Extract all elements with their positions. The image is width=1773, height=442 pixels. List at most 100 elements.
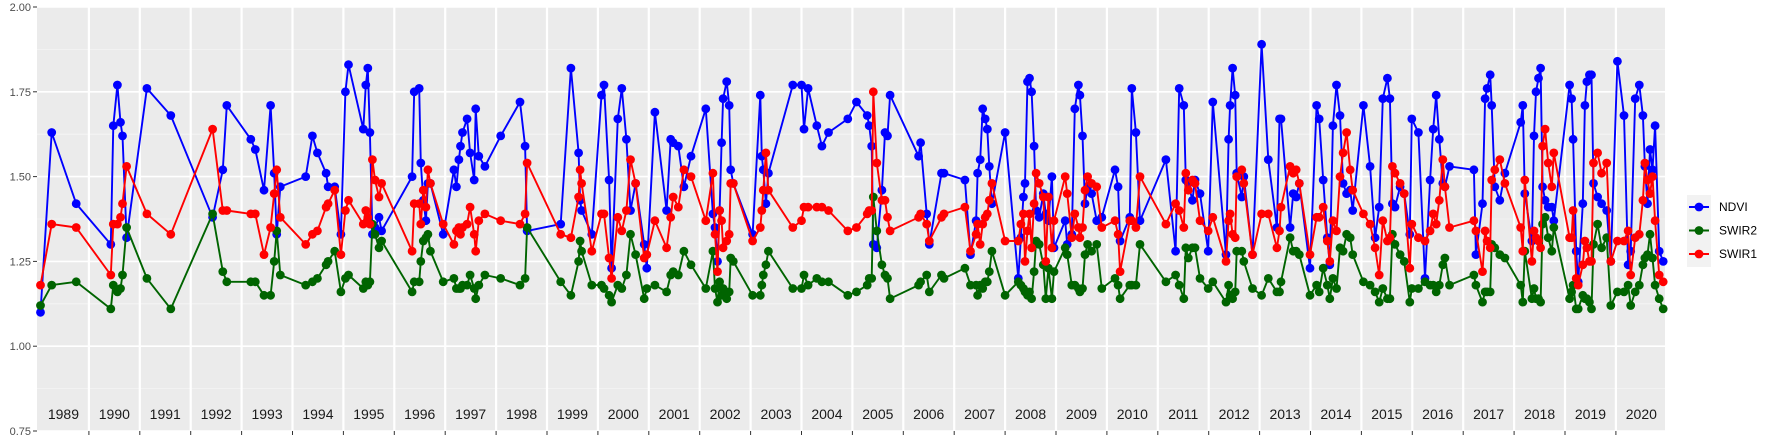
data-point-swir2 xyxy=(108,280,118,290)
data-point-ndvi xyxy=(1648,165,1657,175)
data-point-ndvi xyxy=(407,172,417,182)
data-point-swir1 xyxy=(626,155,635,165)
data-point-swir1 xyxy=(1044,192,1053,202)
data-point-swir1 xyxy=(650,216,660,226)
data-point-swir2 xyxy=(982,277,992,287)
data-point-ndvi xyxy=(1587,70,1596,80)
data-point-swir1 xyxy=(1529,226,1539,236)
data-point-ndvi xyxy=(978,104,988,114)
data-point-ndvi xyxy=(515,97,525,107)
data-point-swir1 xyxy=(1225,209,1235,219)
data-point-ndvi xyxy=(118,131,127,141)
data-point-swir2 xyxy=(679,246,689,256)
data-point-swir1 xyxy=(1135,172,1145,182)
data-point-ndvi xyxy=(1374,202,1384,212)
data-point-swir2 xyxy=(577,246,586,256)
data-point-swir1 xyxy=(987,179,997,188)
data-point-swir1 xyxy=(370,175,380,185)
legend-key-point xyxy=(1694,249,1704,259)
data-point-swir1 xyxy=(1183,185,1193,195)
data-point-swir2 xyxy=(724,287,734,297)
data-point-swir1 xyxy=(1080,185,1090,195)
data-point-swir1 xyxy=(1597,168,1606,178)
data-point-ndvi xyxy=(47,128,57,137)
data-point-swir2 xyxy=(1348,250,1358,259)
data-point-swir1 xyxy=(407,246,417,256)
data-point-ndvi xyxy=(1291,192,1301,202)
data-point-ndvi xyxy=(788,80,798,90)
data-point-swir2 xyxy=(465,270,475,280)
data-point-ndvi xyxy=(1078,131,1087,141)
data-point-swir2 xyxy=(862,280,872,290)
data-point-swir1 xyxy=(377,179,386,188)
data-point-swir2 xyxy=(426,246,435,256)
data-point-swir1 xyxy=(607,274,616,283)
data-point-swir1 xyxy=(414,199,424,209)
data-point-ndvi xyxy=(803,84,813,93)
y-tick-label: 1.75 xyxy=(10,87,31,99)
data-point-swir1 xyxy=(701,216,711,226)
data-point-ndvi xyxy=(1495,195,1505,205)
x-axis xyxy=(88,431,1617,435)
data-point-swir2 xyxy=(713,297,722,307)
year-label: 1998 xyxy=(506,406,537,422)
data-point-swir2 xyxy=(1083,240,1092,249)
data-point-ndvi xyxy=(1000,128,1010,137)
data-point-swir2 xyxy=(1087,246,1096,256)
legend-item-swir1: SWIR1 xyxy=(1689,247,1757,261)
data-point-swir1 xyxy=(1019,209,1028,219)
data-point-swir1 xyxy=(1083,172,1092,182)
data-point-swir2 xyxy=(1228,294,1237,304)
y-tick-label: 1.50 xyxy=(10,172,31,184)
data-point-swir1 xyxy=(710,229,720,239)
data-point-swir2 xyxy=(1385,294,1395,304)
data-point-swir1 xyxy=(1543,158,1553,168)
data-point-ndvi xyxy=(812,121,822,131)
data-point-ndvi xyxy=(1378,94,1388,103)
data-point-ndvi xyxy=(622,134,631,144)
data-point-swir1 xyxy=(269,189,279,199)
data-point-ndvi xyxy=(1025,73,1034,83)
data-point-swir1 xyxy=(686,172,696,182)
data-point-swir1 xyxy=(1374,270,1384,280)
data-point-swir1 xyxy=(122,162,131,171)
data-point-swir2 xyxy=(1606,301,1616,310)
data-point-swir2 xyxy=(462,280,472,290)
year-label: 1992 xyxy=(201,406,232,422)
data-point-ndvi xyxy=(1650,121,1660,131)
data-point-swir2 xyxy=(370,229,380,239)
data-point-swir1 xyxy=(1571,274,1581,283)
data-point-swir2 xyxy=(877,260,887,270)
data-point-swir1 xyxy=(982,209,992,219)
data-point-swir1 xyxy=(1305,250,1315,259)
data-point-swir2 xyxy=(715,277,724,287)
data-point-ndvi xyxy=(883,131,892,141)
data-point-swir2 xyxy=(566,290,576,300)
data-point-swir2 xyxy=(1658,304,1668,314)
data-point-swir2 xyxy=(1314,287,1324,297)
data-point-swir2 xyxy=(575,236,585,246)
data-point-ndvi xyxy=(1110,165,1120,175)
data-point-ndvi xyxy=(374,212,384,222)
data-point-swir2 xyxy=(1294,250,1304,259)
data-point-swir2 xyxy=(984,267,994,276)
data-point-swir2 xyxy=(1047,294,1057,304)
data-point-swir1 xyxy=(718,243,728,253)
data-point-swir1 xyxy=(438,219,448,229)
data-point-ndvi xyxy=(1549,216,1559,226)
data-point-swir2 xyxy=(407,287,417,297)
data-point-ndvi xyxy=(613,114,623,124)
data-point-ndvi xyxy=(673,141,683,151)
data-point-swir1 xyxy=(142,209,152,219)
data-point-swir2 xyxy=(1034,240,1044,249)
data-point-swir1 xyxy=(843,226,853,236)
data-point-swir1 xyxy=(1257,209,1266,219)
data-point-swir1 xyxy=(259,250,269,259)
data-point-ndvi xyxy=(1131,128,1141,137)
data-point-swir1 xyxy=(1500,179,1510,188)
data-point-ndvi xyxy=(1490,182,1500,192)
data-point-ndvi xyxy=(462,114,472,124)
data-point-swir1 xyxy=(374,192,384,202)
data-point-swir1 xyxy=(1478,267,1487,276)
data-point-swir1 xyxy=(1602,158,1612,168)
